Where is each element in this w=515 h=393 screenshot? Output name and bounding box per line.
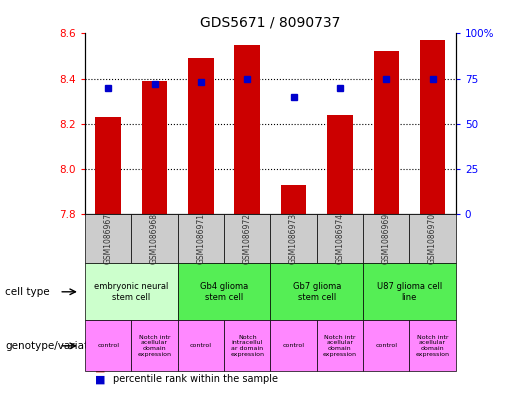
- Text: control: control: [283, 343, 304, 348]
- Text: Notch
intracellul
ar domain
expression: Notch intracellul ar domain expression: [230, 335, 264, 357]
- Text: GSM1086973: GSM1086973: [289, 213, 298, 264]
- Text: ■: ■: [95, 362, 106, 373]
- Text: GSM1086972: GSM1086972: [243, 213, 252, 264]
- Title: GDS5671 / 8090737: GDS5671 / 8090737: [200, 15, 340, 29]
- Bar: [281, 185, 306, 214]
- Text: Notch intr
acellular
domain
expression: Notch intr acellular domain expression: [323, 335, 357, 357]
- Text: U87 glioma cell
line: U87 glioma cell line: [377, 282, 442, 301]
- Bar: [327, 115, 353, 214]
- Text: GSM1086974: GSM1086974: [335, 213, 345, 264]
- Bar: [373, 51, 399, 214]
- Text: percentile rank within the sample: percentile rank within the sample: [113, 374, 278, 384]
- Bar: [142, 81, 167, 214]
- Bar: [420, 40, 445, 214]
- Text: embryonic neural
stem cell: embryonic neural stem cell: [94, 282, 168, 301]
- Bar: [95, 117, 121, 214]
- Bar: [188, 58, 214, 214]
- Text: genotype/variation: genotype/variation: [5, 341, 104, 351]
- Text: GSM1086970: GSM1086970: [428, 213, 437, 264]
- Text: GSM1086967: GSM1086967: [104, 213, 113, 264]
- Text: Gb7 glioma
stem cell: Gb7 glioma stem cell: [293, 282, 341, 301]
- Text: GSM1086971: GSM1086971: [196, 213, 205, 264]
- Text: transformed count: transformed count: [113, 362, 204, 373]
- Text: cell type: cell type: [5, 287, 50, 297]
- Bar: [234, 45, 260, 214]
- Text: Gb4 glioma
stem cell: Gb4 glioma stem cell: [200, 282, 248, 301]
- Text: ■: ■: [95, 374, 106, 384]
- Text: Notch intr
acellular
domain
expression: Notch intr acellular domain expression: [138, 335, 171, 357]
- Text: control: control: [375, 343, 397, 348]
- Text: GSM1086968: GSM1086968: [150, 213, 159, 264]
- Text: control: control: [97, 343, 119, 348]
- Text: GSM1086969: GSM1086969: [382, 213, 391, 264]
- Text: Notch intr
acellular
domain
expression: Notch intr acellular domain expression: [416, 335, 450, 357]
- Text: control: control: [190, 343, 212, 348]
